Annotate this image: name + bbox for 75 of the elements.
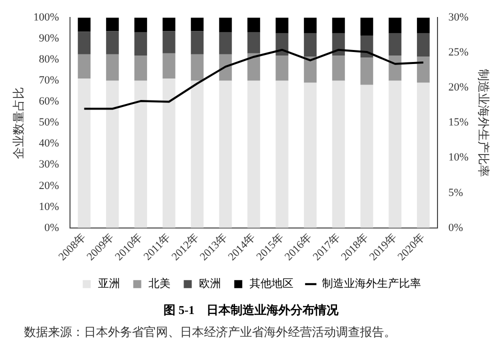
y2-tick-label: 15%: [448, 116, 469, 129]
y-tick-label: 50%: [38, 116, 60, 129]
y-tick-label: 20%: [38, 180, 60, 192]
bar: [388, 33, 402, 56]
y2-tick-label: 25%: [448, 46, 469, 59]
bar: [416, 56, 430, 83]
bar: [388, 55, 402, 81]
bar: [162, 53, 176, 79]
y-tick-label: 80%: [38, 54, 60, 66]
bar: [388, 18, 402, 34]
bar: [247, 32, 260, 54]
bar: [304, 56, 317, 83]
bar: [416, 33, 430, 57]
text: 图 5-1 日本制造业海外分布情况: [164, 302, 340, 317]
bar: [416, 18, 430, 34]
legend-label: 制造业海外生产比率: [322, 276, 421, 290]
bar: [106, 31, 119, 54]
bar: [276, 80, 288, 228]
bar: [162, 78, 176, 228]
y-tick-label: 100%: [33, 11, 60, 24]
bar: [190, 54, 204, 81]
y-tick-label: 0%: [44, 222, 60, 234]
y2-axis-title: 制造业海外生产比率: [476, 68, 491, 177]
bar: [416, 82, 430, 228]
bar: [276, 55, 288, 81]
bar: [190, 31, 204, 54]
bar: [134, 32, 148, 56]
bar: [360, 58, 374, 85]
bar: [78, 54, 91, 79]
bar: [78, 78, 91, 228]
y2-tick-label: 5%: [448, 186, 464, 199]
bar: [304, 33, 317, 57]
bar: [106, 18, 119, 32]
legend-label: 欧洲: [198, 276, 221, 290]
bar: [190, 80, 204, 228]
bar: [162, 31, 176, 54]
y2-tick-label: 30%: [448, 11, 469, 24]
bar: [388, 80, 402, 228]
y2-tick-label: 10%: [448, 152, 469, 164]
bar: [332, 80, 345, 228]
bar: [332, 55, 345, 81]
bar: [247, 18, 260, 32]
bar: [219, 80, 232, 228]
bar: [162, 18, 176, 32]
y2-tick-label: 0%: [448, 222, 464, 234]
bar: [134, 55, 148, 81]
source-note: 数据来源：日本外务省官网、日本经济产业省海外经营活动调查报告。: [24, 324, 397, 341]
bar: [219, 54, 232, 81]
bar: [219, 18, 232, 32]
bar: [219, 32, 232, 54]
bar: [134, 18, 148, 32]
bar: [247, 80, 260, 228]
y2-tick-label: 20%: [448, 82, 469, 94]
y-tick-label: 60%: [38, 96, 60, 108]
y-tick-label: 30%: [38, 158, 60, 171]
bar: [78, 18, 91, 32]
bar: [276, 18, 288, 34]
bar: [360, 84, 374, 228]
bar: [106, 80, 119, 228]
legend-label: 其他地区: [249, 276, 294, 290]
y-axis-title: 企业数量占比: [11, 86, 26, 159]
legend-label: 亚洲: [98, 276, 120, 290]
bar: [360, 18, 374, 36]
bar: [304, 82, 317, 228]
bar: [190, 18, 204, 32]
y-tick-label: 40%: [38, 138, 60, 150]
y-tick-label: 70%: [38, 74, 60, 87]
legend-label: 北美: [148, 276, 170, 290]
y-tick-label: 90%: [38, 32, 60, 45]
bar: [78, 32, 91, 54]
bar: [332, 18, 345, 34]
y-tick-label: 10%: [38, 200, 60, 213]
bar: [106, 54, 119, 81]
bar: [134, 80, 148, 228]
bar: [304, 18, 317, 34]
